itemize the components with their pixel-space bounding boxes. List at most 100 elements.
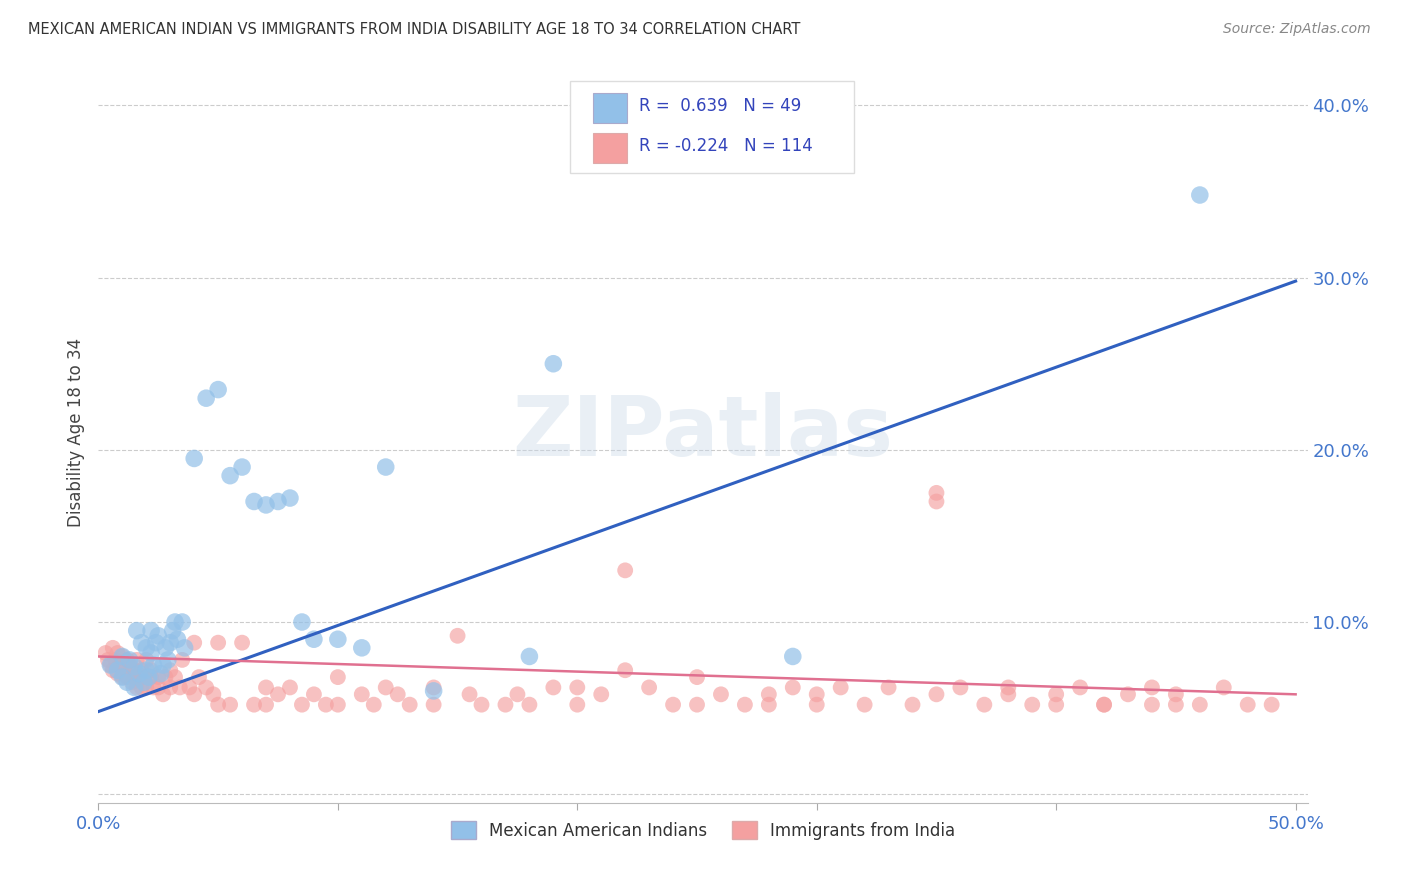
Point (124, 670, 146, 684)
Point (1069, 681, 1091, 695)
Point (173, 640, 195, 655)
Point (231, 635, 253, 649)
Point (877, 681, 900, 695)
Point (207, 383, 229, 397)
Point (219, 468, 242, 483)
Point (806, 687, 828, 701)
Point (949, 681, 972, 695)
Point (1021, 698, 1043, 712)
Point (758, 698, 780, 712)
Point (254, 681, 277, 695)
Point (1164, 698, 1187, 712)
Point (350, 640, 373, 655)
Text: R = -0.224   N = 114: R = -0.224 N = 114 (638, 137, 813, 155)
Point (806, 698, 828, 712)
Point (830, 681, 852, 695)
Point (108, 658, 131, 673)
Point (973, 698, 995, 712)
Point (543, 357, 565, 371)
Point (374, 460, 396, 475)
Point (614, 563, 637, 577)
Point (135, 640, 157, 655)
Point (172, 615, 194, 629)
Point (156, 653, 179, 667)
Point (231, 460, 253, 475)
Point (519, 698, 541, 712)
Point (422, 698, 444, 712)
Point (1045, 698, 1067, 712)
Point (925, 687, 948, 701)
Point (350, 687, 373, 701)
Point (162, 624, 184, 638)
Point (155, 640, 177, 655)
Point (100, 658, 122, 673)
Point (1212, 681, 1234, 695)
Point (111, 670, 134, 684)
Point (1236, 698, 1258, 712)
Point (135, 653, 157, 667)
Point (115, 653, 138, 667)
Point (135, 663, 157, 677)
Point (148, 670, 170, 684)
Point (422, 684, 444, 698)
Point (254, 698, 277, 712)
Point (1092, 698, 1115, 712)
Point (302, 687, 325, 701)
Point (152, 658, 174, 673)
Point (142, 681, 165, 695)
Point (1188, 188, 1211, 202)
Point (291, 698, 314, 712)
Point (326, 670, 349, 684)
Point (135, 681, 157, 695)
Point (567, 698, 589, 712)
Point (124, 660, 146, 674)
Point (188, 670, 211, 684)
Point (125, 681, 148, 695)
Point (1164, 687, 1187, 701)
Point (853, 698, 876, 712)
Point (115, 675, 138, 690)
Point (149, 666, 172, 681)
Point (128, 666, 150, 681)
Point (567, 681, 589, 695)
Point (115, 670, 138, 684)
Point (183, 451, 205, 466)
Point (446, 629, 468, 643)
Point (166, 632, 188, 647)
Point (925, 486, 948, 500)
Point (128, 670, 150, 684)
Point (458, 687, 481, 701)
Point (131, 663, 153, 677)
Point (925, 494, 948, 508)
Point (997, 687, 1019, 701)
Point (125, 624, 148, 638)
FancyBboxPatch shape (593, 94, 627, 123)
Point (101, 640, 124, 655)
Point (614, 663, 637, 677)
Point (267, 494, 290, 508)
Point (291, 615, 314, 629)
Point (195, 391, 218, 405)
Point (100, 658, 122, 673)
Point (172, 653, 194, 667)
Point (114, 660, 136, 674)
Point (591, 687, 613, 701)
Point (163, 615, 186, 629)
Point (782, 681, 804, 695)
FancyBboxPatch shape (569, 81, 855, 173)
Point (183, 687, 205, 701)
Point (169, 681, 191, 695)
Point (152, 687, 174, 701)
Point (118, 658, 141, 673)
Point (207, 698, 229, 712)
Point (470, 698, 492, 712)
Point (901, 698, 924, 712)
Point (243, 494, 266, 508)
Point (1140, 698, 1163, 712)
Point (118, 653, 141, 667)
Text: R =  0.639   N = 49: R = 0.639 N = 49 (638, 97, 801, 115)
Point (686, 670, 709, 684)
Point (195, 681, 218, 695)
Point (104, 653, 127, 667)
Text: ZIPatlas: ZIPatlas (513, 392, 893, 473)
